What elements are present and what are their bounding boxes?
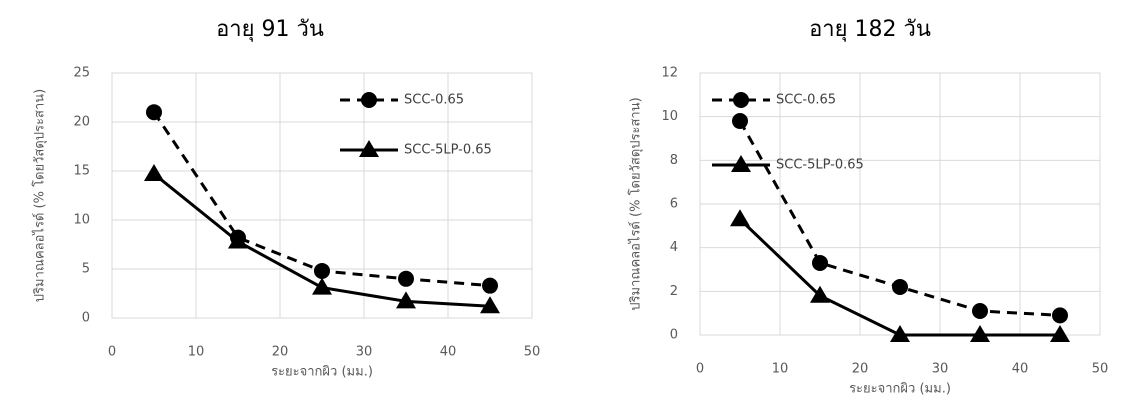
legend-marker [731,155,751,172]
legend-label: SCC-0.65 [404,93,464,108]
marker [398,270,414,287]
x-axis-label: ระยะจากผิว (มม.) [849,382,951,397]
x-tick-label: 20 [272,345,289,360]
x-tick-label: 20 [852,362,869,377]
y-tick-label: 8 [670,153,678,168]
marker [972,302,988,319]
legend-marker [359,140,379,157]
y-tick-label: 15 [73,164,90,179]
legend-marker [733,92,749,108]
x-tick-label: 40 [1012,362,1029,377]
legend-label: SCC-0.65 [776,93,836,108]
marker [1052,307,1068,324]
y-tick-label: 10 [73,213,90,228]
chart-title: อายุ 182 วัน [809,17,931,42]
x-tick-label: 0 [108,345,116,360]
series-line [738,218,1060,337]
marker [730,209,750,227]
x-tick-label: 10 [188,345,205,360]
legend-marker [361,92,377,108]
chart-title: อายุ 91 วัน [216,17,324,42]
y-tick-label: 5 [82,262,90,277]
marker [810,285,830,303]
y-tick-label: 6 [670,197,678,212]
y-tick-label: 12 [661,66,678,81]
plot-frame [111,72,533,319]
x-axis-label: ระยะจากผิว (มม.) [271,365,373,380]
marker [144,163,164,181]
legend-label: SCC-5LP-0.65 [776,158,864,173]
y-tick-label: 2 [670,284,678,299]
x-tick-label: 50 [524,345,541,360]
x-tick-label: 50 [1092,362,1109,377]
x-tick-label: 0 [696,362,704,377]
series-line [152,111,491,288]
marker [314,262,330,279]
marker [396,291,416,309]
marker [146,104,162,121]
marker [892,278,908,295]
x-tick-label: 40 [440,345,457,360]
legend-label: SCC-5LP-0.65 [404,143,492,158]
marker [970,325,990,342]
y-tick-label: 25 [73,66,90,81]
y-tick-label: 4 [670,240,678,255]
marker [890,325,910,342]
y-axis-label: ปริมาณคลอไรด์ (% โดยวัสดุประสาน) [628,97,644,310]
marker [480,296,500,314]
marker [732,113,748,130]
x-tick-label: 10 [772,362,789,377]
marker [812,254,828,271]
y-tick-label: 0 [82,311,90,326]
y-tick-label: 20 [73,115,90,130]
x-tick-label: 30 [932,362,949,377]
y-tick-label: 0 [670,328,678,343]
x-tick-label: 30 [356,345,373,360]
marker [1050,325,1070,342]
y-axis-label: ปริมาณคลอไรด์ (% โดยวัสดุประสาน) [32,89,48,302]
marker [312,277,332,295]
marker [482,277,498,294]
y-tick-label: 10 [661,109,678,124]
marker [228,231,248,249]
